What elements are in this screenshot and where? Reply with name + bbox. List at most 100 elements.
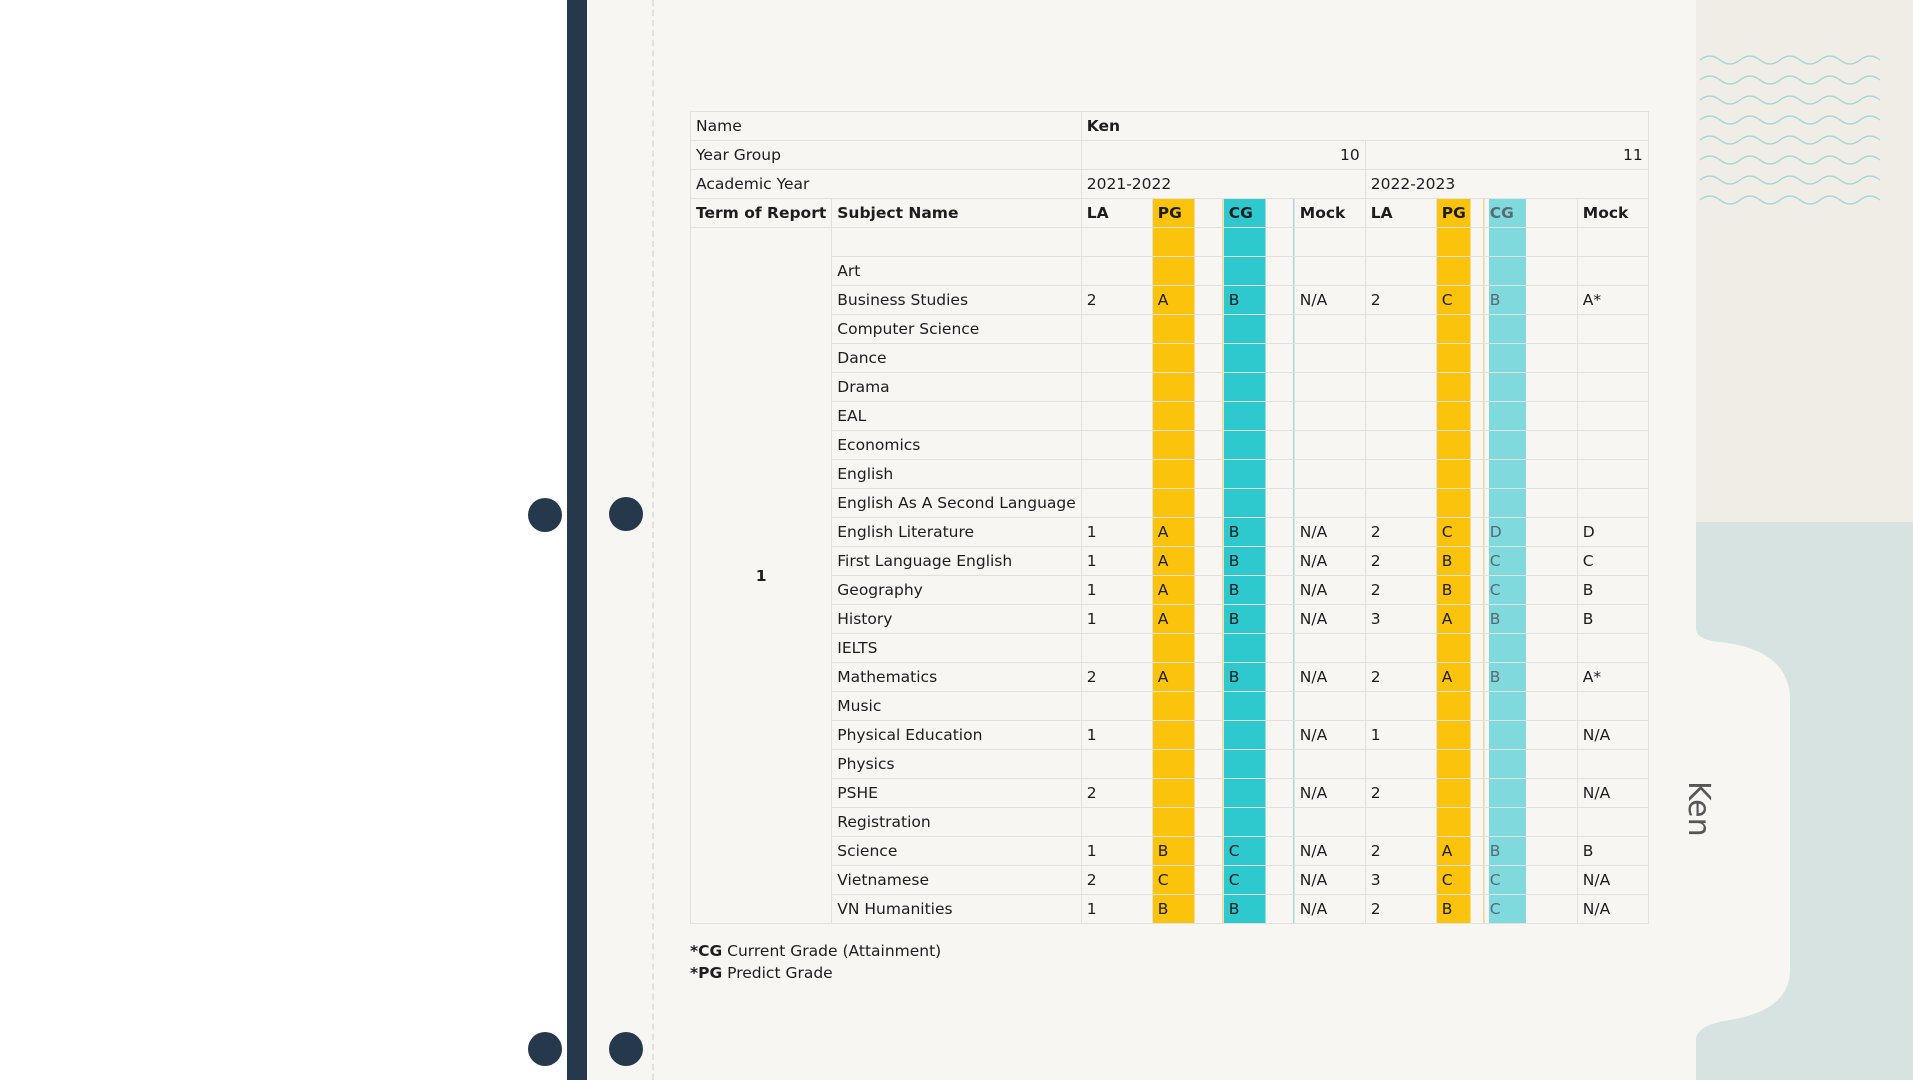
- cell: [1435, 227, 1485, 257]
- grade-cell: [1364, 749, 1437, 779]
- grade-cell: N/A: [1293, 604, 1366, 634]
- grade-cell: [1435, 633, 1485, 663]
- grade-cell: C: [1435, 285, 1485, 315]
- column-header: Term of Report: [689, 198, 833, 228]
- grade-cell: 1: [1364, 720, 1437, 750]
- grade-cell: A: [1435, 836, 1485, 866]
- column-header: Mock: [1293, 198, 1366, 228]
- grade-cell: B: [1576, 836, 1649, 866]
- grade-cell: [1435, 430, 1485, 460]
- grade-cell: 2: [1364, 285, 1437, 315]
- grade-cell: [1293, 459, 1366, 489]
- grade-cell: [1483, 691, 1578, 721]
- grade-cell: [1576, 372, 1649, 402]
- subject-row: Physics: [691, 749, 1649, 779]
- grade-cell: [1151, 256, 1224, 286]
- grade-cell: [1483, 807, 1578, 837]
- subject-name: First Language English: [831, 546, 1082, 576]
- grade-cell: N/A: [1576, 720, 1649, 750]
- label: Name: [690, 111, 1082, 141]
- grade-cell: [1293, 430, 1366, 460]
- subject-name: EAL: [831, 401, 1082, 431]
- grade-cell: [1222, 256, 1295, 286]
- grade-cell: [1080, 749, 1153, 779]
- subject-name: English Literature: [831, 517, 1082, 547]
- grade-cell: 1: [1080, 836, 1153, 866]
- grade-cell: B: [1222, 575, 1295, 605]
- grade-cell: [1435, 459, 1485, 489]
- grade-cell: [1151, 372, 1224, 402]
- grade-cell: B: [1483, 662, 1578, 692]
- subject-name: Dance: [831, 343, 1082, 373]
- term: 1: [689, 227, 833, 924]
- grade-cell: [1435, 314, 1485, 344]
- grade-cell: A: [1151, 517, 1224, 547]
- grade-cell: [1364, 256, 1437, 286]
- subject-row: IELTS: [691, 633, 1649, 663]
- grade-cell: [1364, 459, 1437, 489]
- grade-cell: B: [1576, 604, 1649, 634]
- grade-cell: [1483, 256, 1578, 286]
- grade-cell: A: [1151, 604, 1224, 634]
- grade-cell: [1576, 691, 1649, 721]
- grade-cell: B: [1151, 836, 1224, 866]
- year-group: 10: [1080, 140, 1366, 170]
- grade-cell: [1080, 633, 1153, 663]
- grade-cell: [1151, 720, 1224, 750]
- subject-name: Registration: [831, 807, 1082, 837]
- subject-name: Drama: [831, 372, 1082, 402]
- grade-cell: [1483, 430, 1578, 460]
- grade-cell: [1576, 256, 1649, 286]
- grade-cell: [1364, 372, 1437, 402]
- subject-name: English: [831, 459, 1082, 489]
- footnote-text: Predict Grade: [727, 964, 833, 982]
- grade-cell: [1222, 691, 1295, 721]
- cell: [1080, 227, 1153, 257]
- grade-cell: [1151, 314, 1224, 344]
- grade-cell: B: [1222, 546, 1295, 576]
- grade-cell: [1222, 807, 1295, 837]
- grade-cell: 2: [1364, 575, 1437, 605]
- subject-row: History 1 A B N/A 3 A B B: [691, 604, 1649, 634]
- subject-name: Business Studies: [831, 285, 1082, 315]
- grade-cell: C: [1483, 865, 1578, 895]
- grade-cell: [1080, 430, 1153, 460]
- grade-cell: [1483, 720, 1578, 750]
- grade-cell: [1080, 314, 1153, 344]
- grade-cell: [1576, 343, 1649, 373]
- grade-cell: [1364, 430, 1437, 460]
- grade-cell: C: [1483, 894, 1578, 924]
- grade-cell: 2: [1364, 894, 1437, 924]
- column-header: LA: [1080, 198, 1153, 228]
- grade-cell: [1435, 343, 1485, 373]
- grade-cell: 2: [1364, 517, 1437, 547]
- footnote-text: Current Grade (Attainment): [727, 942, 942, 960]
- subject-row: Science 1 B C N/A 2 A B B: [691, 836, 1649, 866]
- subject-name: Science: [831, 836, 1082, 866]
- grade-cell: [1293, 691, 1366, 721]
- subject-row: VN Humanities 1 B B N/A 2 B C N/A: [691, 894, 1649, 924]
- grade-cell: B: [1222, 517, 1295, 547]
- column-header: CG: [1483, 198, 1578, 228]
- cell: [1483, 227, 1578, 257]
- grade-cell: A: [1435, 604, 1485, 634]
- grade-cell: [1483, 401, 1578, 431]
- grade-cell: [1080, 343, 1153, 373]
- grade-cell: C: [1576, 546, 1649, 576]
- grade-cell: A: [1151, 285, 1224, 315]
- subject-name: English As A Second Language: [831, 488, 1082, 518]
- grade-cell: [1293, 488, 1366, 518]
- subject-row: Economics: [691, 430, 1649, 460]
- grade-cell: 3: [1364, 604, 1437, 634]
- cell: [1151, 227, 1224, 257]
- grade-cell: [1293, 633, 1366, 663]
- footnote: *PG Predict Grade: [690, 962, 941, 984]
- subject-row: Computer Science: [691, 314, 1649, 344]
- subject-row: Vietnamese 2 C C N/A 3 C C N/A: [691, 865, 1649, 895]
- subject-name: IELTS: [831, 633, 1082, 663]
- grade-cell: [1151, 343, 1224, 373]
- subject-row: First Language English 1 A B N/A 2 B C C: [691, 546, 1649, 576]
- subject-name: PSHE: [831, 778, 1082, 808]
- subject-row: Art: [691, 256, 1649, 286]
- subject-row: English As A Second Language: [691, 488, 1649, 518]
